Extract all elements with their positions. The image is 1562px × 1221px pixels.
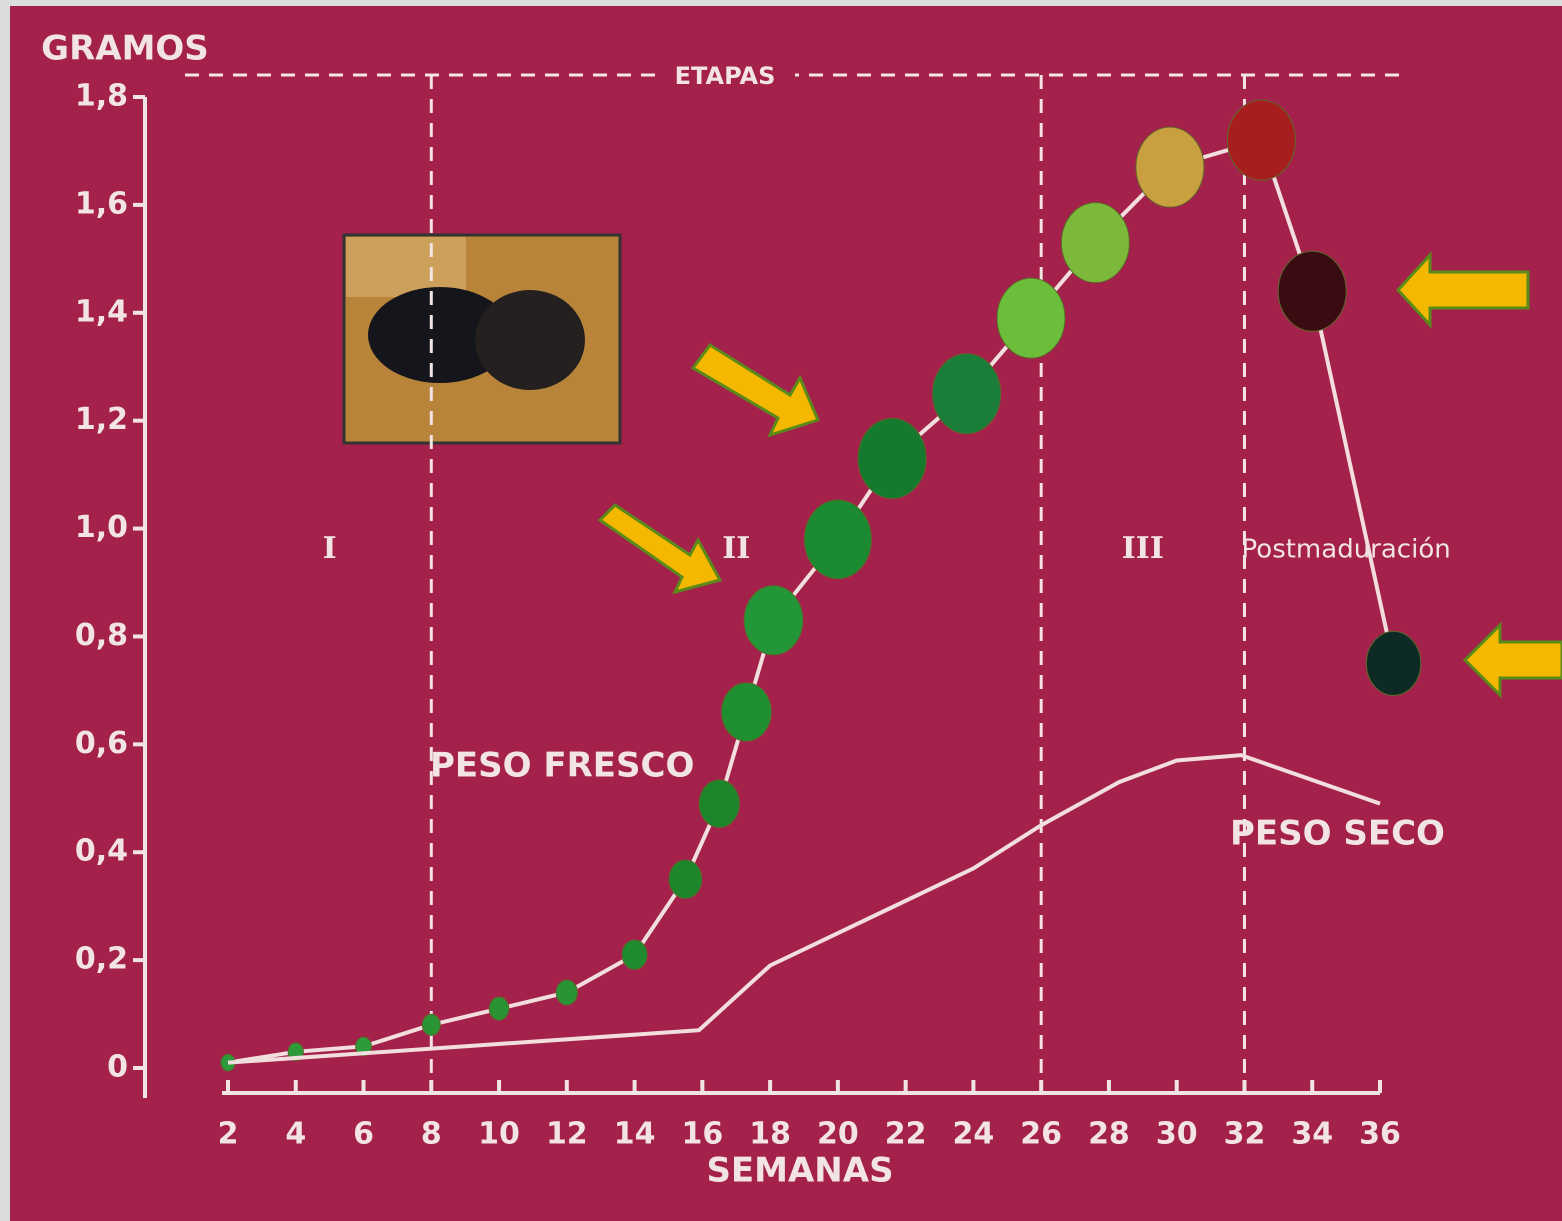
fruit-marker <box>743 585 804 656</box>
y-tick-label: 1,8 <box>75 79 128 114</box>
fruit-marker <box>421 1013 441 1036</box>
x-tick-label: 32 <box>1224 1117 1266 1152</box>
y-tick-label: 1,0 <box>75 510 128 545</box>
stage-label: II <box>722 531 750 566</box>
y-tick-label: 0,2 <box>75 942 128 977</box>
fruit-marker <box>1365 630 1422 696</box>
y-tick-label: 0,6 <box>75 726 128 761</box>
x-tick-label: 36 <box>1359 1117 1401 1152</box>
stage-title-bg <box>655 60 795 90</box>
x-tick-label: 26 <box>1020 1117 1062 1152</box>
fruit-marker <box>668 859 703 899</box>
y-tick-label: 1,2 <box>75 402 128 437</box>
x-tick-label: 30 <box>1156 1117 1198 1152</box>
fruit-marker <box>698 779 740 828</box>
x-tick-label: 16 <box>681 1117 723 1152</box>
fruit-marker <box>1277 250 1347 332</box>
fruit-marker <box>621 939 648 970</box>
x-tick-label: 22 <box>885 1117 927 1152</box>
x-tick-label: 6 <box>353 1117 374 1152</box>
fruit-marker <box>1060 202 1130 284</box>
x-tick-label: 24 <box>953 1117 995 1152</box>
x-tick-label: 2 <box>218 1117 239 1152</box>
y-tick-label: 1,4 <box>75 294 128 329</box>
series-label: PESO FRESCO <box>430 746 694 786</box>
y-tick-label: 0 <box>107 1050 128 1085</box>
y-tick-label: 0,8 <box>75 618 128 653</box>
fruit-marker <box>996 277 1066 359</box>
fruit-marker <box>803 499 872 580</box>
stage-label: Postmaduración <box>1242 535 1451 565</box>
stage-title: ETAPAS <box>675 62 776 90</box>
stage-label: III <box>1122 531 1164 566</box>
series-label: PESO SECO <box>1230 814 1445 854</box>
y-tick-label: 0,4 <box>75 834 128 869</box>
x-tick-label: 20 <box>817 1117 859 1152</box>
arrows <box>597 251 1562 699</box>
series-line <box>227 753 1381 1065</box>
stage-label: I <box>323 531 337 566</box>
x-tick-label: 4 <box>285 1117 306 1152</box>
y-tick-label: 1,6 <box>75 186 128 221</box>
x-tick-label: 14 <box>614 1117 656 1152</box>
beetle-photo <box>342 233 622 445</box>
x-tick-label: 28 <box>1088 1117 1130 1152</box>
fruit-marker <box>932 353 1002 435</box>
fruit-marker <box>1135 126 1205 208</box>
x-axis-label: SEMANAS <box>706 1151 893 1191</box>
fruit-marker <box>721 682 772 742</box>
x-tick-label: 18 <box>749 1117 791 1152</box>
fruit-marker <box>1226 99 1296 181</box>
x-tick-label: 12 <box>546 1117 588 1152</box>
x-tick-label: 10 <box>478 1117 520 1152</box>
fruit-marker <box>555 979 578 1006</box>
x-tick-label: 34 <box>1291 1117 1333 1152</box>
x-tick-label: 8 <box>421 1117 442 1152</box>
fruit-marker <box>857 417 927 499</box>
fruit-marker <box>488 996 510 1021</box>
y-axis-label: GRAMOS <box>41 29 209 69</box>
